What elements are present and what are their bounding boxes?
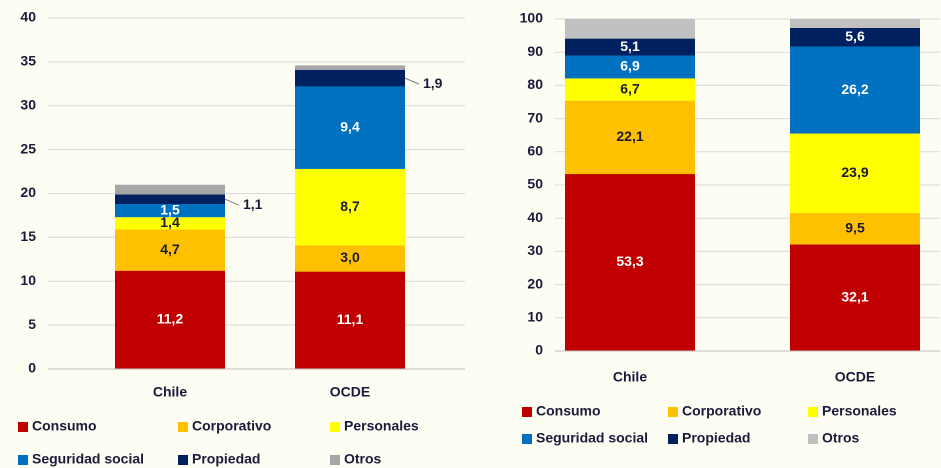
- value-label: 5,1: [620, 38, 640, 54]
- legend-label: Seguridad social: [536, 430, 648, 446]
- x-tick-label: Chile: [613, 369, 647, 385]
- bar-segment: [295, 168, 405, 246]
- legend-label: Propiedad: [192, 451, 260, 467]
- value-label: 4,7: [160, 241, 180, 257]
- bar-segment: [565, 38, 695, 56]
- y-tick-label: 70: [527, 109, 543, 125]
- y-tick-label: 90: [527, 43, 543, 59]
- legend-swatch: [808, 407, 818, 417]
- bar-segment: [115, 194, 225, 205]
- y-tick-label: 30: [20, 96, 36, 112]
- legend-swatch: [668, 407, 678, 417]
- y-tick-label: 20: [20, 184, 36, 200]
- legend-swatch: [668, 434, 678, 444]
- legend-label: Corporativo: [192, 418, 271, 434]
- legend-swatch: [18, 422, 28, 432]
- bar-segment: [295, 65, 405, 70]
- value-label: 53,3: [616, 253, 643, 269]
- legend-label: Consumo: [32, 418, 97, 434]
- bar-segment: [115, 270, 225, 369]
- bar-segment: [790, 244, 920, 351]
- bar-segment: [790, 133, 920, 213]
- bar-segment: [565, 100, 695, 175]
- y-tick-label: 20: [527, 275, 543, 291]
- value-label: 1,1: [243, 196, 263, 212]
- legend-label: Consumo: [536, 403, 601, 419]
- bar-segment: [115, 217, 225, 230]
- value-label: 6,7: [620, 80, 640, 96]
- bar-segment: [565, 78, 695, 101]
- y-tick-label: 100: [520, 10, 544, 26]
- bar-segment: [790, 212, 920, 245]
- y-tick-label: 35: [20, 53, 36, 69]
- value-label: 1,9: [423, 75, 443, 91]
- legend-swatch: [178, 455, 188, 465]
- value-label: 23,9: [841, 164, 868, 180]
- bar-segment: [565, 174, 695, 351]
- value-label: 11,2: [157, 311, 184, 327]
- bar-segment: [295, 69, 405, 87]
- y-tick-label: 0: [535, 342, 543, 358]
- value-label: 8,7: [340, 198, 360, 214]
- value-label: 22,1: [616, 128, 643, 144]
- legend-swatch: [18, 455, 28, 465]
- bar-segment: [295, 86, 405, 169]
- y-tick-label: 40: [20, 9, 36, 25]
- legend-swatch: [178, 422, 188, 432]
- value-label: 9,5: [845, 219, 865, 235]
- legend-swatch: [330, 455, 340, 465]
- legend-label: Seguridad social: [32, 451, 144, 467]
- y-tick-label: 60: [527, 143, 543, 159]
- legend-swatch: [522, 407, 532, 417]
- legend-label: Otros: [344, 451, 382, 467]
- legend-swatch: [330, 422, 340, 432]
- value-label: 1,5: [160, 201, 180, 217]
- value-label: 1,4: [160, 214, 180, 230]
- bar-segment: [115, 229, 225, 271]
- callout-line: [404, 77, 420, 85]
- value-label: 6,9: [620, 58, 640, 74]
- bar-segment: [565, 19, 695, 39]
- callout-line: [224, 198, 240, 206]
- y-tick-label: 30: [527, 242, 543, 258]
- value-label: 5,6: [845, 28, 865, 44]
- x-tick-label: OCDE: [330, 384, 370, 400]
- y-tick-label: 50: [527, 176, 543, 192]
- legend-label: Personales: [344, 418, 419, 434]
- value-label: 9,4: [340, 118, 360, 134]
- bar-segment: [790, 46, 920, 134]
- y-tick-label: 0: [28, 360, 36, 376]
- bar-segment: [115, 184, 225, 195]
- x-tick-label: Chile: [153, 384, 187, 400]
- value-label: 11,1: [337, 311, 364, 327]
- value-label: 3,0: [340, 249, 360, 265]
- bar-segment: [115, 204, 225, 218]
- legend-label: Propiedad: [682, 430, 750, 446]
- x-tick-label: OCDE: [835, 369, 875, 385]
- bar-segment: [295, 271, 405, 369]
- value-label: 32,1: [841, 288, 868, 304]
- legend-swatch: [522, 434, 532, 444]
- value-label: 26,2: [841, 81, 868, 97]
- bar-segment: [790, 19, 920, 28]
- legend-label: Corporativo: [682, 403, 761, 419]
- y-tick-label: 10: [20, 272, 36, 288]
- legend-label: Personales: [822, 403, 897, 419]
- bar-segment: [565, 55, 695, 79]
- y-tick-label: 5: [28, 316, 36, 332]
- y-tick-label: 10: [527, 309, 543, 325]
- y-tick-label: 40: [527, 209, 543, 225]
- y-tick-label: 25: [20, 140, 36, 156]
- bar-segment: [790, 27, 920, 47]
- y-tick-label: 15: [20, 228, 36, 244]
- legend-swatch: [808, 434, 818, 444]
- bar-segment: [295, 245, 405, 272]
- y-tick-label: 80: [527, 76, 543, 92]
- legend-label: Otros: [822, 430, 860, 446]
